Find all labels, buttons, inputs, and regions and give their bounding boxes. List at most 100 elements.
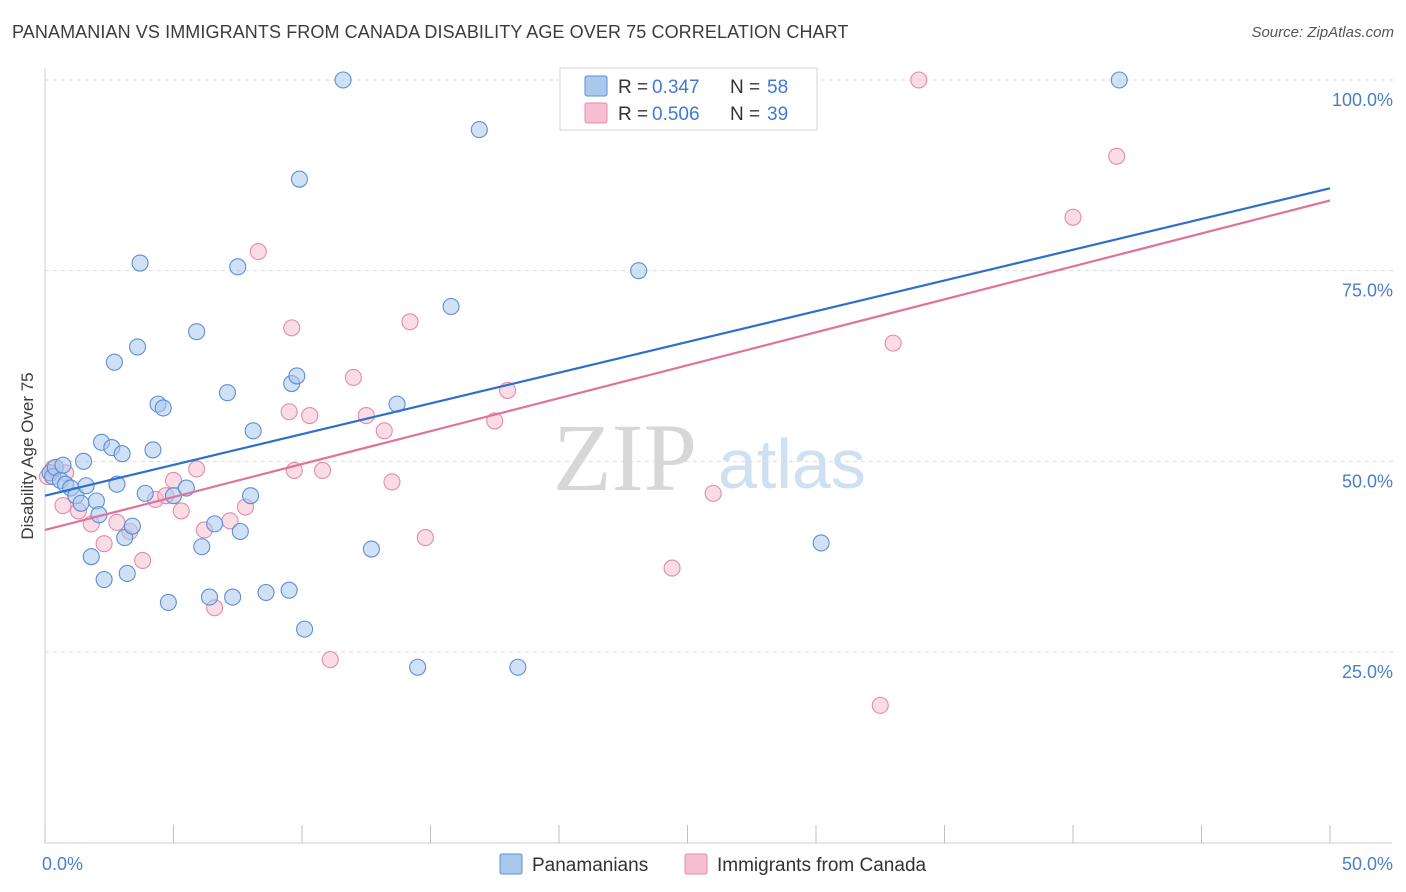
panamanian-point bbox=[630, 262, 648, 280]
panamanian-point bbox=[290, 170, 308, 188]
y-tick-label: 50.0% bbox=[1342, 471, 1393, 491]
axes bbox=[44, 68, 1392, 844]
x-tick-label: 0.0% bbox=[42, 854, 83, 874]
source-label: Source: ZipAtlas.com bbox=[1251, 24, 1394, 41]
panamanian-point bbox=[812, 534, 830, 552]
canada-point bbox=[301, 407, 319, 425]
canada-point bbox=[280, 403, 298, 421]
panamanian-point bbox=[470, 121, 488, 139]
panamanian-point bbox=[105, 353, 123, 371]
canada-point bbox=[283, 319, 301, 337]
legend-n-value-2: 39 bbox=[767, 104, 788, 125]
panamanian-point bbox=[144, 441, 162, 459]
legend-swatch-immigrants-from-canada bbox=[584, 102, 608, 124]
panamanian-point bbox=[206, 515, 224, 533]
canada-point bbox=[344, 368, 362, 386]
canada-point bbox=[416, 529, 434, 547]
panamanian-point bbox=[244, 422, 262, 440]
legend-n-label-2: N = bbox=[730, 104, 760, 125]
trend-lines bbox=[44, 187, 1331, 532]
panamanian-point bbox=[509, 658, 527, 676]
panamanian-point bbox=[257, 583, 275, 602]
canada-point bbox=[188, 460, 206, 478]
legend-r-value-1: 0.347 bbox=[652, 77, 700, 98]
panamanian-point bbox=[229, 258, 247, 276]
y-axis-label: Disability Age Over 75 bbox=[18, 372, 37, 539]
panamanian-point bbox=[72, 494, 90, 512]
bottom-legend-swatch-immigrants-from-canada bbox=[684, 853, 708, 875]
watermark: ZIP atlas bbox=[553, 404, 866, 511]
bottom-legend-label-immigrants-from-canada: Immigrants from Canada bbox=[717, 855, 927, 876]
panamanians-trend-line bbox=[44, 187, 1331, 497]
panamanian-point bbox=[193, 538, 211, 556]
panamanian-point bbox=[118, 564, 136, 582]
panamanian-point bbox=[334, 71, 352, 89]
canada-point bbox=[704, 484, 722, 502]
grid bbox=[45, 79, 1393, 653]
panamanian-point bbox=[409, 658, 427, 676]
canada-point bbox=[95, 535, 113, 553]
canada-point bbox=[884, 334, 902, 352]
panamanian-point bbox=[280, 581, 298, 599]
panamanian-point bbox=[442, 297, 460, 316]
panamanian-point bbox=[113, 445, 131, 463]
panamanian-point bbox=[218, 384, 237, 402]
canada-point bbox=[401, 313, 419, 331]
legend: R = 0.347 N = 58 R = 0.506 N = 39 bbox=[559, 67, 818, 131]
panamanian-point bbox=[123, 517, 141, 535]
panamanian-point bbox=[362, 540, 380, 558]
legend-swatch-panamanians bbox=[584, 75, 608, 97]
legend-n-value-1: 58 bbox=[767, 77, 788, 98]
x-tick-label: 50.0% bbox=[1342, 854, 1393, 874]
panamanian-point bbox=[131, 254, 149, 272]
panamanian-point bbox=[159, 593, 177, 611]
canada-point bbox=[375, 422, 393, 440]
panamanian-point bbox=[242, 487, 260, 505]
canada-point bbox=[321, 651, 339, 669]
canada-point bbox=[1064, 208, 1082, 226]
legend-r-label-1: R = bbox=[618, 77, 648, 98]
legend-r-value-2: 0.506 bbox=[652, 104, 700, 125]
bottom-legend: Panamanians Immigrants from Canada bbox=[499, 853, 927, 876]
panamanian-point bbox=[288, 367, 306, 385]
bottom-legend-label-panamanians: Panamanians bbox=[532, 855, 648, 876]
y-tick-label: 100.0% bbox=[1332, 90, 1393, 110]
canada-point bbox=[134, 551, 152, 570]
panamanian-point bbox=[224, 588, 242, 606]
panamanian-point bbox=[1110, 71, 1128, 89]
panamanian-point bbox=[136, 484, 154, 502]
canada-point bbox=[486, 412, 504, 430]
panamanian-point bbox=[154, 399, 172, 417]
canada-point bbox=[1108, 147, 1126, 165]
panamanian-point bbox=[188, 323, 206, 341]
panamanian-point bbox=[128, 338, 147, 356]
x-tick-labels: 0.0% 50.0% bbox=[42, 854, 1393, 874]
canada-point bbox=[910, 71, 928, 89]
panamanian-point bbox=[82, 548, 100, 566]
y-tick-label: 75.0% bbox=[1342, 281, 1393, 301]
canada-point bbox=[54, 497, 72, 515]
legend-n-label-1: N = bbox=[730, 77, 760, 98]
y-tick-labels: 25.0% 50.0% 75.0% 100.0% bbox=[1332, 90, 1393, 682]
canada-point bbox=[663, 559, 681, 577]
legend-r-label-2: R = bbox=[618, 104, 648, 125]
canada-point bbox=[172, 502, 190, 520]
y-tick-label: 25.0% bbox=[1342, 662, 1393, 682]
canada-point bbox=[871, 696, 889, 714]
series-panamanians bbox=[41, 71, 1128, 676]
panamanian-point bbox=[75, 452, 93, 470]
chart-title: PANAMANIAN VS IMMIGRANTS FROM CANADA DIS… bbox=[12, 22, 849, 42]
panamanian-point bbox=[231, 522, 249, 541]
bottom-legend-swatch-panamanians bbox=[499, 853, 523, 875]
canada-point bbox=[383, 473, 401, 491]
panamanian-point bbox=[200, 588, 219, 606]
canada-point bbox=[249, 243, 267, 261]
canada-trend-line bbox=[44, 199, 1331, 532]
panamanian-point bbox=[296, 620, 314, 638]
canada-point bbox=[314, 461, 332, 480]
panamanian-point bbox=[95, 570, 113, 589]
watermark-zip: ZIP bbox=[553, 404, 697, 511]
panamanian-point bbox=[54, 456, 72, 474]
watermark-atlas: atlas bbox=[718, 425, 866, 503]
